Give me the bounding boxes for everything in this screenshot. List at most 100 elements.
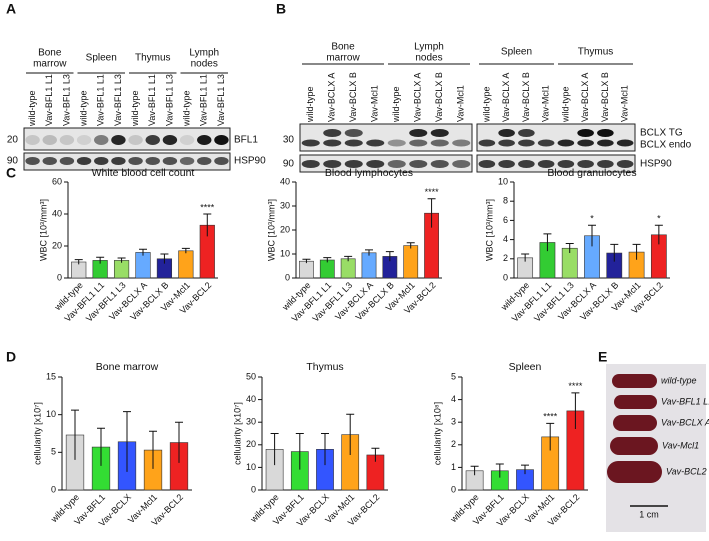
spleen-image	[612, 374, 657, 388]
y-tick-label: 15	[46, 371, 56, 381]
lane-label: Vav-BFL1 L3	[164, 74, 174, 126]
blot-band	[197, 157, 212, 165]
bar	[403, 245, 419, 279]
blot-band	[387, 139, 406, 147]
y-tick-label: 60	[52, 176, 62, 186]
chart-title: Blood granulocytes	[547, 167, 636, 179]
error-bar	[117, 257, 126, 263]
chart-title: Blood lymphocytes	[325, 167, 413, 179]
blot-band	[25, 135, 40, 145]
blot-band	[42, 135, 57, 145]
y-tick-label: 6	[503, 215, 508, 225]
y-axis-label: cellularity [x10⁸]	[432, 402, 442, 465]
blot-band	[128, 135, 143, 145]
band-label: BFL1	[234, 135, 258, 146]
blot-band	[518, 160, 535, 168]
band-label: BCLX TG	[640, 128, 683, 139]
bar	[178, 250, 194, 279]
lane-label: wild-type	[481, 86, 491, 123]
lane-label: Vav-BFL1 L1	[96, 74, 106, 126]
chart-title: White blood cell count	[92, 167, 195, 179]
y-tick-label: 0	[451, 484, 456, 494]
error-bar	[546, 422, 555, 451]
spleen-image	[610, 437, 658, 455]
y-axis-label: cellularity [x10⁷]	[32, 402, 42, 465]
bar	[135, 252, 151, 279]
blot-band	[344, 139, 363, 147]
lane-label: Vav-BCLX B	[600, 72, 610, 122]
significance-label: ****	[425, 187, 440, 197]
blot-membrane	[476, 154, 636, 173]
y-tick-label: 30	[280, 200, 290, 210]
group-label-line: nodes	[415, 52, 442, 63]
y-tick-label: 10	[498, 176, 508, 186]
lane-label: Vav-Mcl1	[456, 85, 466, 122]
lane-label: Vav-BFL1 L3	[61, 74, 71, 126]
error-bar	[371, 447, 380, 462]
blot-band	[76, 157, 92, 165]
blot-band	[128, 157, 143, 165]
specimen-label: Vav-BCL2	[666, 466, 707, 476]
blot-band	[577, 139, 594, 147]
blot-band	[616, 139, 634, 147]
error-bar	[610, 243, 619, 262]
blot-band	[76, 135, 92, 145]
blot-band	[498, 129, 515, 137]
blot-band	[557, 160, 575, 168]
blot-band	[537, 139, 555, 147]
error-bar	[495, 463, 504, 478]
blot-band	[452, 160, 471, 168]
y-tick-label: 20	[280, 224, 290, 234]
blot-band	[145, 135, 160, 145]
blot-band	[366, 160, 385, 168]
error-bar	[175, 421, 183, 463]
lane-label: Vav-BCLX A	[501, 73, 511, 122]
group-label: Bone marrow	[326, 41, 360, 63]
blot-band	[344, 160, 363, 168]
band-label: HSP90	[640, 159, 672, 170]
blot-band	[409, 160, 428, 168]
lane-label: wild-type	[130, 90, 140, 127]
blot-band	[323, 160, 342, 168]
lane-label: Vav-BFL1 L1	[44, 74, 54, 126]
band-label: BCLX endo	[640, 140, 692, 151]
blot-band	[498, 160, 515, 168]
y-axis-label: cellularity [x10⁷]	[232, 402, 242, 465]
blot-band	[452, 139, 471, 147]
error-bar	[323, 257, 332, 263]
y-tick-label: 2	[503, 253, 508, 263]
blot-band	[498, 139, 515, 147]
significance-label: ****	[568, 381, 583, 391]
bar	[113, 260, 130, 279]
y-tick-label: 1	[451, 462, 456, 472]
group-label-line: marrow	[326, 52, 360, 63]
y-tick-label: 10	[246, 462, 256, 472]
group-label: Thymus	[135, 53, 171, 64]
group-label: Spleen	[86, 53, 117, 64]
error-bar	[565, 242, 574, 254]
error-bar	[521, 464, 529, 475]
blot-band	[577, 129, 594, 137]
specimen-label: Vav-Mcl1	[662, 440, 699, 450]
panel-letter: A	[6, 1, 16, 17]
mw-marker: 20	[7, 135, 19, 146]
blot-band	[42, 157, 57, 165]
error-bar	[321, 433, 329, 466]
bar	[361, 252, 377, 279]
blot-band	[344, 129, 363, 137]
blot-band	[301, 160, 320, 168]
y-tick-label: 4	[451, 394, 456, 404]
lane-label: Vav-BCLX B	[521, 72, 531, 122]
chart-title: Bone marrow	[96, 361, 159, 373]
error-bar	[427, 198, 436, 228]
group-label-line: Bone	[331, 41, 355, 52]
y-tick-label: 20	[246, 439, 256, 449]
error-bar	[654, 224, 663, 245]
lane-label: Vav-BCLX B	[348, 72, 358, 122]
y-tick-label: 5	[51, 447, 56, 457]
blot-band	[162, 157, 178, 165]
scale-bar-label: 1 cm	[639, 509, 659, 519]
y-tick-label: 0	[57, 272, 62, 282]
blot-membrane	[23, 152, 231, 171]
y-tick-label: 40	[280, 176, 290, 186]
